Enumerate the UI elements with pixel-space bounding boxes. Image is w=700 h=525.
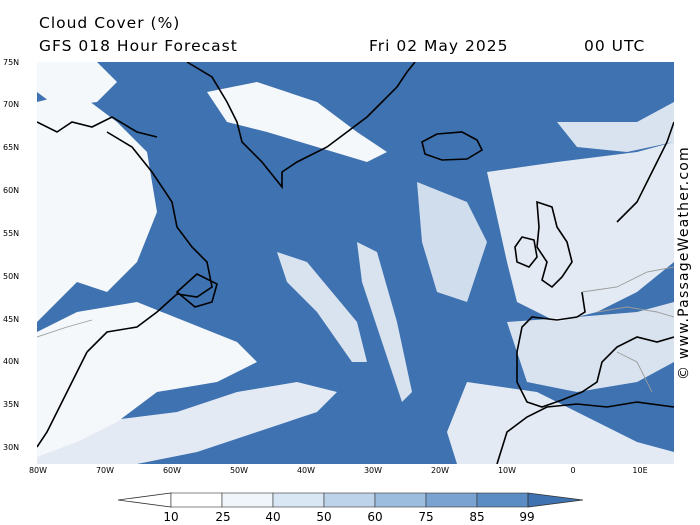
legend-swatch xyxy=(221,492,274,508)
legend-tick: 75 xyxy=(418,510,434,524)
lon-label: 70W xyxy=(95,466,115,475)
site-credit: © www.PassageWeather.com xyxy=(676,146,692,380)
legend-swatch xyxy=(425,492,478,508)
legend-swatch xyxy=(323,492,376,508)
lon-label: 80W xyxy=(28,466,48,475)
legend-swatch xyxy=(476,492,529,508)
legend-swatch xyxy=(272,492,325,508)
lon-label: 20W xyxy=(430,466,450,475)
lon-label: 40W xyxy=(296,466,316,475)
legend-tick: 50 xyxy=(316,510,332,524)
legend-tick: 40 xyxy=(265,510,281,524)
lat-label: 65N xyxy=(3,143,20,152)
map-title: Cloud Cover (%) xyxy=(39,14,181,32)
legend-arrow-high xyxy=(527,492,584,508)
borders xyxy=(37,266,674,393)
lat-label: 55N xyxy=(3,229,20,238)
forecast-date: Fri 02 May 2025 xyxy=(369,37,509,55)
lat-label: 30N xyxy=(3,443,20,452)
lon-label: 10E xyxy=(632,466,648,475)
lat-label: 70N xyxy=(3,100,20,109)
legend-tick: 85 xyxy=(469,510,485,524)
legend-swatch xyxy=(170,492,223,508)
lat-label: 60N xyxy=(3,186,20,195)
lon-label: 30W xyxy=(363,466,383,475)
lat-label: 50N xyxy=(3,272,20,281)
legend-tick: 25 xyxy=(215,510,231,524)
coastlines xyxy=(37,62,674,464)
legend-swatch xyxy=(374,492,427,508)
lat-label: 40N xyxy=(3,357,20,366)
legend-tick: 99 xyxy=(519,510,535,524)
legend-tick: 60 xyxy=(367,510,383,524)
forecast-hour: 00 UTC xyxy=(584,37,646,55)
lon-label: 50W xyxy=(229,466,249,475)
lon-label: 0 xyxy=(570,466,576,475)
cloud-cover-map xyxy=(37,62,674,464)
lon-label: 10W xyxy=(497,466,517,475)
lat-label: 75N xyxy=(3,58,20,67)
lat-label: 45N xyxy=(3,315,20,324)
forecast-model: GFS 018 Hour Forecast xyxy=(39,37,238,55)
legend-tick: 10 xyxy=(163,510,179,524)
lat-label: 35N xyxy=(3,400,20,409)
color-legend xyxy=(117,490,584,514)
lon-label: 60W xyxy=(162,466,182,475)
legend-arrow-low xyxy=(117,492,172,508)
